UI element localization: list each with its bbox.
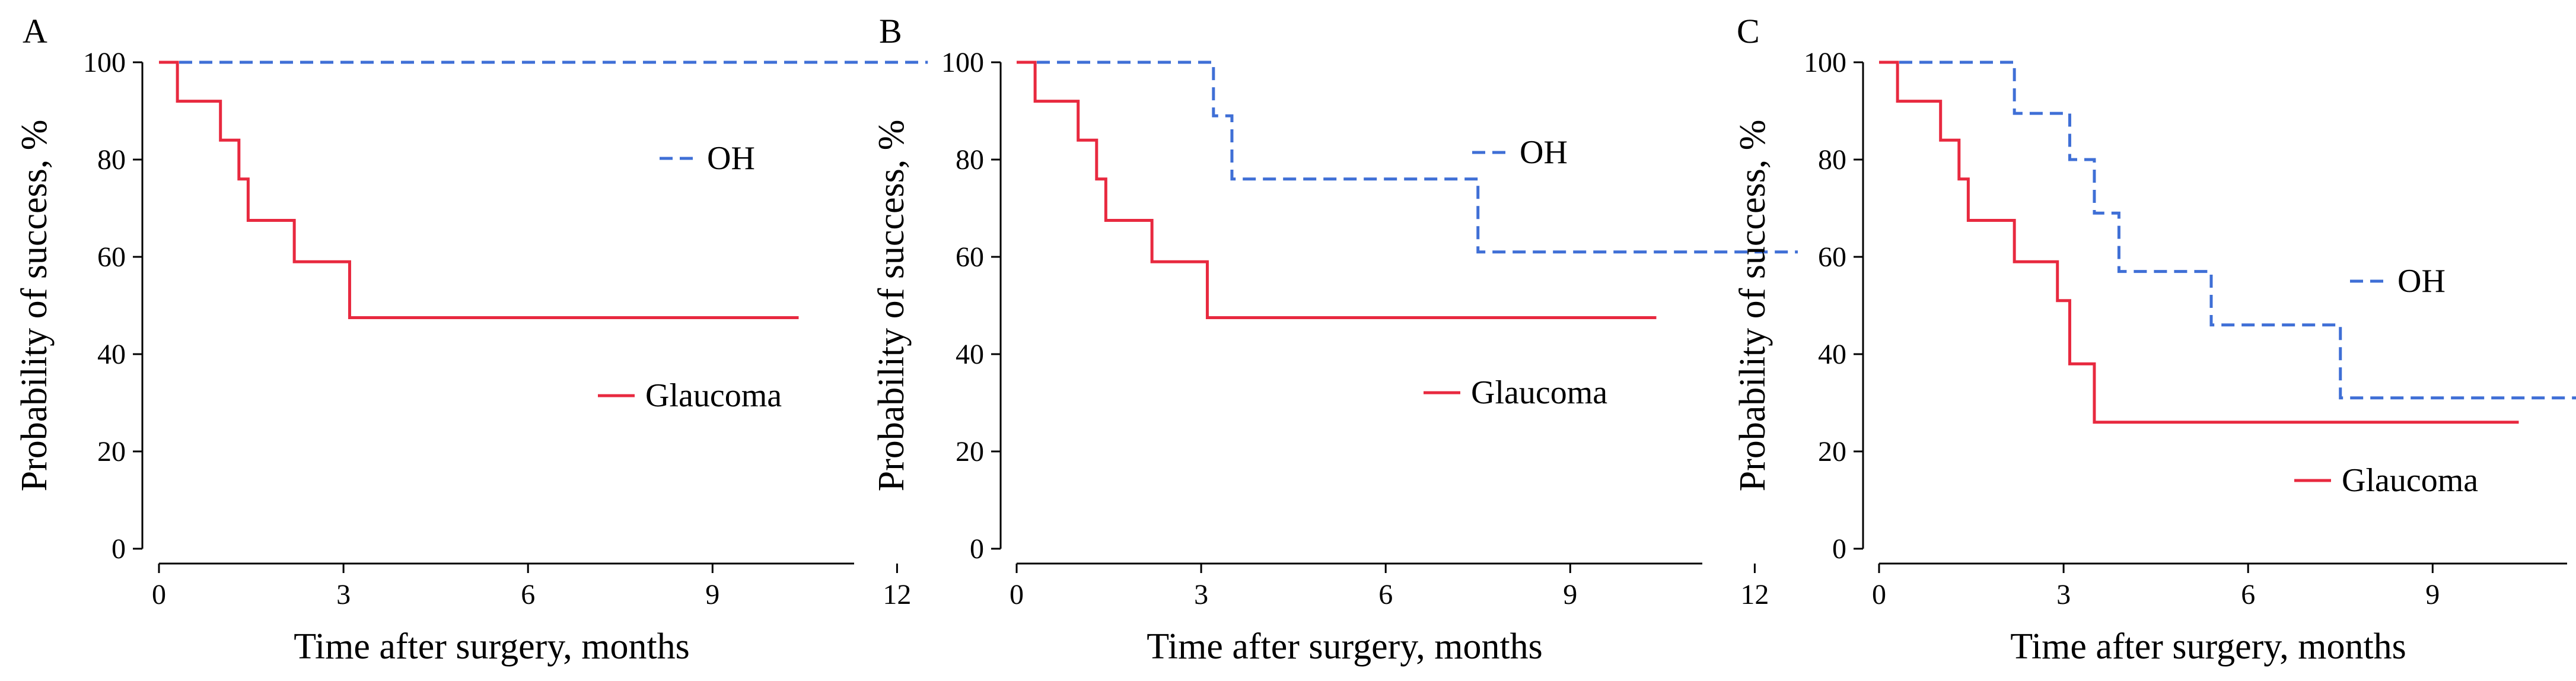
legend-label: Glaucoma bbox=[645, 377, 782, 414]
x-tick-label: 9 bbox=[1563, 579, 1577, 610]
x-tick-label: 12 bbox=[1740, 579, 1769, 610]
legend-label: Glaucoma bbox=[2342, 462, 2478, 499]
y-tick-label: 60 bbox=[97, 241, 126, 273]
x-tick-label: 6 bbox=[521, 579, 535, 610]
y-tick-label: 20 bbox=[956, 436, 984, 467]
y-tick-label: 80 bbox=[97, 144, 126, 176]
glaucoma-series-line bbox=[1017, 61, 1657, 319]
panel-b: B 0 20 40 60 80 100 0 3 6 9 12 Probability of succes… bbox=[871, 12, 1798, 667]
y-tick-label: 80 bbox=[1818, 144, 1846, 176]
y-tick-label: 40 bbox=[97, 339, 126, 370]
y-tick-label: 100 bbox=[83, 47, 126, 78]
panel-letter: A bbox=[23, 12, 47, 50]
x-axis-title: Time after surgery, months bbox=[294, 626, 690, 667]
x-tick-label: 0 bbox=[1872, 579, 1886, 610]
y-axis-title: Probability of success, % bbox=[1733, 120, 1773, 492]
y-tick-label: 20 bbox=[97, 436, 126, 467]
panel-letter: C bbox=[1737, 12, 1760, 50]
x-tick-label: 6 bbox=[2241, 579, 2255, 610]
x-tick-label: 9 bbox=[2425, 579, 2440, 610]
y-tick-label: 20 bbox=[1818, 436, 1846, 467]
y-tick-label: 40 bbox=[1818, 339, 1846, 370]
y-tick-label: 80 bbox=[956, 144, 984, 176]
glaucoma-series-line bbox=[159, 61, 799, 319]
x-axis-title: Time after surgery, months bbox=[1147, 626, 1543, 667]
legend-label: OH bbox=[1520, 134, 1568, 171]
panel-a: A 0 20 40 60 80 100 0 3 6 9 12 Probability of succes… bbox=[14, 12, 928, 667]
panel-letter: B bbox=[879, 12, 902, 50]
glaucoma-series-line bbox=[1879, 61, 2519, 424]
x-axis-title: Time after surgery, months bbox=[2010, 626, 2406, 667]
y-axis-title: Probability of success, % bbox=[14, 120, 55, 492]
legend-label: OH bbox=[2397, 263, 2446, 300]
y-tick-label: 0 bbox=[112, 533, 126, 565]
x-tick-label: 6 bbox=[1378, 579, 1393, 610]
oh-series-line bbox=[1879, 61, 2576, 400]
x-tick-label: 3 bbox=[336, 579, 351, 610]
x-tick-label: 0 bbox=[152, 579, 166, 610]
legend-label: OH bbox=[707, 140, 755, 177]
y-tick-label: 100 bbox=[941, 47, 984, 78]
x-tick-label: 9 bbox=[705, 579, 719, 610]
y-axis-title: Probability of success, % bbox=[871, 120, 912, 492]
oh-series-line bbox=[1017, 61, 1798, 254]
x-tick-label: 3 bbox=[2056, 579, 2071, 610]
y-tick-label: 0 bbox=[970, 533, 984, 565]
y-tick-label: 100 bbox=[1804, 47, 1846, 78]
x-tick-label: 0 bbox=[1010, 579, 1024, 610]
x-tick-label: 3 bbox=[1194, 579, 1208, 610]
y-tick-label: 0 bbox=[1832, 533, 1846, 565]
y-tick-label: 60 bbox=[1818, 241, 1846, 273]
y-tick-label: 40 bbox=[956, 339, 984, 370]
panel-c: C 0 20 40 60 80 100 0 3 6 9 12 Probability of succes… bbox=[1733, 12, 2576, 667]
legend-label: Glaucoma bbox=[1471, 374, 1607, 411]
y-tick-label: 60 bbox=[956, 241, 984, 273]
x-tick-label: 12 bbox=[883, 579, 911, 610]
